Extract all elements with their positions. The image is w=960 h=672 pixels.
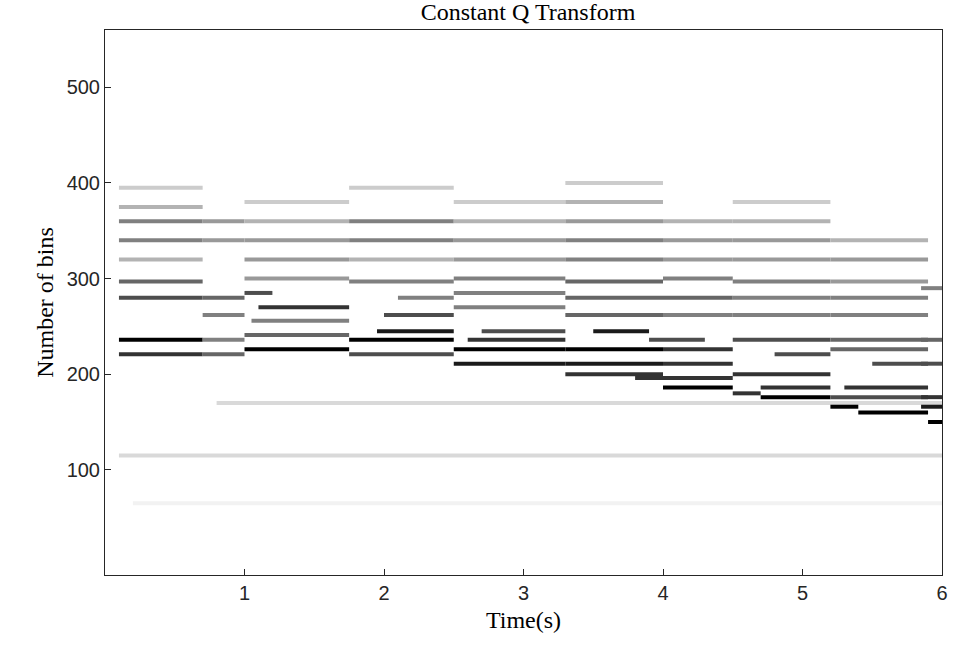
- svg-text:2: 2: [378, 582, 389, 604]
- svg-text:400: 400: [67, 172, 100, 194]
- svg-text:500: 500: [67, 76, 100, 98]
- svg-text:6: 6: [936, 582, 947, 604]
- svg-text:Time(s): Time(s): [486, 607, 561, 633]
- svg-text:3: 3: [518, 582, 529, 604]
- svg-text:300: 300: [67, 268, 100, 290]
- svg-text:1: 1: [239, 582, 250, 604]
- svg-text:100: 100: [67, 459, 100, 481]
- svg-text:5: 5: [797, 582, 808, 604]
- svg-text:Number of bins: Number of bins: [32, 227, 58, 378]
- svg-text:200: 200: [67, 363, 100, 385]
- svg-text:4: 4: [657, 582, 668, 604]
- svg-text:Constant Q Transform: Constant Q Transform: [421, 0, 636, 25]
